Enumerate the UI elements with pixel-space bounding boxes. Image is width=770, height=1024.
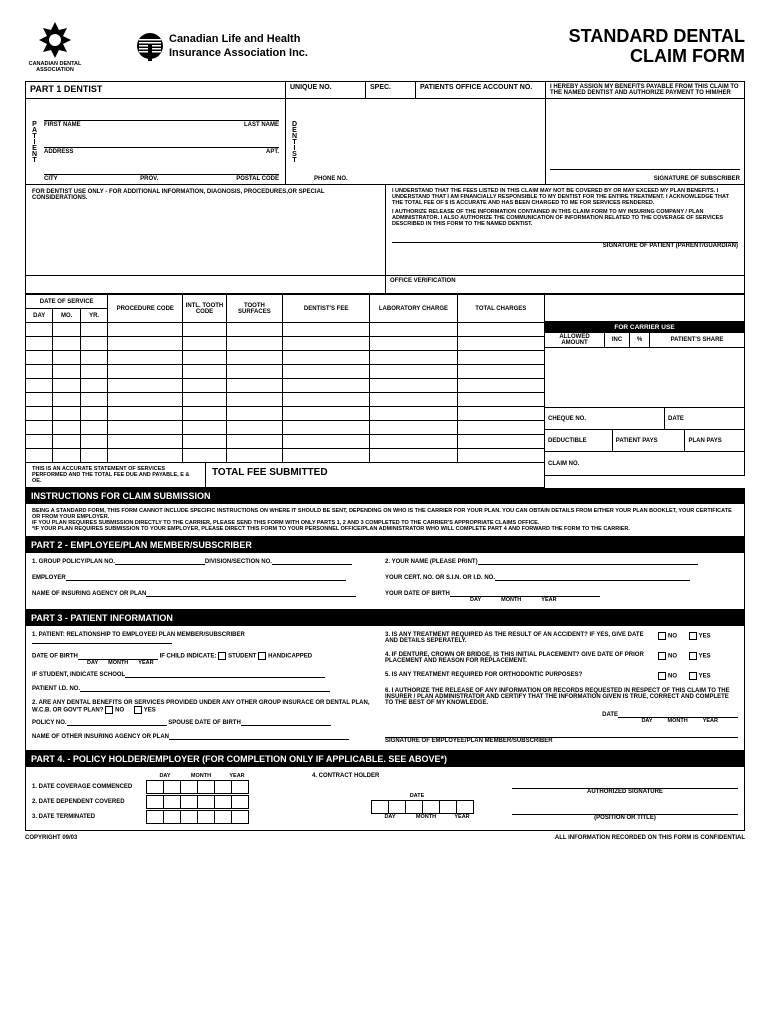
office-verif-label: OFFICE VERIFICATION (386, 276, 744, 293)
school-input[interactable] (125, 677, 325, 678)
service-grid: DATE OF SERVICE PROCEDURE CODE INTL. TOO… (25, 294, 545, 463)
student-checkbox[interactable] (218, 652, 226, 660)
auth-sig-label: AUTHORIZED SIGNATURE (512, 789, 738, 795)
contract-date-input[interactable] (372, 800, 474, 814)
first-last-name-input[interactable] (44, 107, 279, 121)
phone-label: PHONE NO. (314, 176, 348, 182)
coverage-date-input[interactable] (147, 780, 249, 794)
spouse-dob-input[interactable] (241, 725, 331, 726)
instructions-title: INSTRUCTIONS FOR CLAIM SUBMISSION (25, 488, 745, 504)
spec-label: SPEC. (366, 82, 416, 98)
your-name-input[interactable] (478, 564, 698, 565)
confidential-label: ALL INFORMATION RECORDED ON THIS FORM IS… (555, 835, 745, 841)
sig-subscriber-label: SIGNATURE OF SUBSCRIBER (654, 176, 740, 182)
patient-vert-label: PATIENT (26, 99, 38, 184)
service-table-area: DATE OF SERVICE PROCEDURE CODE INTL. TOO… (25, 294, 745, 488)
form-footer: COPYRIGHT 09/03 ALL INFORMATION RECORDED… (25, 835, 745, 841)
q4-yes-checkbox[interactable] (689, 652, 697, 660)
address-input[interactable] (44, 134, 279, 148)
sig-employee-label: SIGNATURE OF EMPLOYEE/PLAN MEMBER/SUBSCR… (385, 738, 738, 744)
accurate-stmt: THIS IS AN ACCURATE STATEMENT OF SERVICE… (26, 463, 206, 487)
q5-yes-checkbox[interactable] (689, 672, 697, 680)
clhia-text: Canadian Life and Health Insurance Assoc… (169, 33, 308, 59)
assign-text: I HEREBY ASSIGN MY BENEFITS PAYABLE FROM… (546, 82, 744, 98)
part4-body: DAYMONTHYEAR 1. DATE COVERAGE COMMENCED … (25, 767, 745, 831)
carrier-use-block: FOR CARRIER USE ALLOWED AMOUNT INC % PAT… (544, 294, 745, 488)
part1-title: PART 1 DENTIST (26, 82, 286, 98)
relationship-input[interactable] (32, 643, 172, 644)
terminated-date-input[interactable] (147, 810, 249, 824)
q3-yes-checkbox[interactable] (689, 632, 697, 640)
employee-sig-input[interactable] (385, 728, 738, 738)
sig-patient-label: SIGNATURE OF PATIENT (PARENT/GUARDIAN) (392, 243, 738, 249)
office-acct-label: PATIENTS OFFICE ACCOUNT NO. (416, 82, 546, 98)
q5-no-checkbox[interactable] (658, 672, 666, 680)
understand-text: I UNDERSTAND THAT THE FEES LISTED IN THI… (392, 188, 738, 206)
patient-id-input[interactable] (80, 691, 330, 692)
dependent-date-input[interactable] (147, 795, 249, 809)
q4-no-checkbox[interactable] (658, 652, 666, 660)
other-no-checkbox[interactable] (105, 706, 113, 714)
part2-title: PART 2 - EMPLOYEE/PLAN MEMBER/SUBSCRIBER (25, 537, 745, 553)
part1-box: PART 1 DENTIST UNIQUE NO. SPEC. PATIENTS… (25, 81, 745, 294)
part3-body: 1. PATIENT: RELATIONSHIP TO EMPLOYEE/ PL… (25, 626, 745, 751)
authorize-text: I AUTHORIZE RELEASE OF THE INFORMATION C… (392, 209, 738, 227)
clhia-logo (135, 31, 165, 63)
dentist-use-label: FOR DENTIST USE ONLY - FOR ADDITIONAL IN… (26, 185, 386, 275)
dentist-vert-label: DENTIST (286, 99, 298, 184)
copyright-label: COPYRIGHT 09/03 (25, 835, 77, 841)
cda-label: CANADIAN DENTAL ASSOCIATION (25, 62, 85, 73)
unique-no-label: UNIQUE NO. (286, 82, 366, 98)
form-header: CANADIAN DENTAL ASSOCIATION Canadian Lif… (25, 20, 745, 73)
cert-no-input[interactable] (495, 580, 690, 581)
city-prov-postal-input[interactable] (44, 161, 279, 175)
part2-body: 1. GROUP POLICY/PLAN NO.DIVISION/SECTION… (25, 553, 745, 610)
handicapped-checkbox[interactable] (258, 652, 266, 660)
form-title: STANDARD DENTAL CLAIM FORM (569, 27, 745, 67)
part4-title: PART 4. - POLICY HOLDER/EMPLOYER (FOR CO… (25, 751, 745, 767)
subscriber-sig-input[interactable] (550, 169, 740, 170)
position-label: (POSITION OR TITLE) (512, 815, 738, 821)
policy-no-input[interactable] (67, 725, 167, 726)
auth-sig-input[interactable] (512, 773, 738, 789)
other-yes-checkbox[interactable] (134, 706, 142, 714)
group-policy-input[interactable] (115, 564, 205, 565)
part3-title: PART 3 - PATIENT INFORMATION (25, 610, 745, 626)
patient-sig-input[interactable] (392, 233, 738, 243)
position-input[interactable] (512, 801, 738, 815)
instructions-body: BEING A STANDARD FORM, THIS FORM CANNOT … (25, 504, 745, 537)
insuring-agency-input[interactable] (146, 596, 356, 597)
employer-input[interactable] (66, 580, 346, 581)
cda-logo: CANADIAN DENTAL ASSOCIATION (25, 20, 85, 73)
div-section-input[interactable] (272, 564, 352, 565)
q3-no-checkbox[interactable] (658, 632, 666, 640)
other-agency-input[interactable] (169, 739, 349, 740)
total-fee-submitted-label: TOTAL FEE SUBMITTED (206, 463, 544, 487)
